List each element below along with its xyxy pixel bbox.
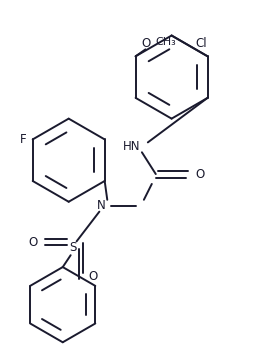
Text: F: F — [20, 133, 27, 146]
Text: O: O — [29, 236, 38, 249]
Text: HN: HN — [122, 140, 140, 153]
Text: O: O — [142, 37, 151, 50]
Text: S: S — [69, 241, 76, 254]
Text: O: O — [89, 270, 98, 284]
Text: Cl: Cl — [196, 37, 207, 50]
Text: O: O — [195, 168, 205, 181]
Text: CH₃: CH₃ — [155, 37, 176, 47]
Text: N: N — [97, 199, 105, 212]
